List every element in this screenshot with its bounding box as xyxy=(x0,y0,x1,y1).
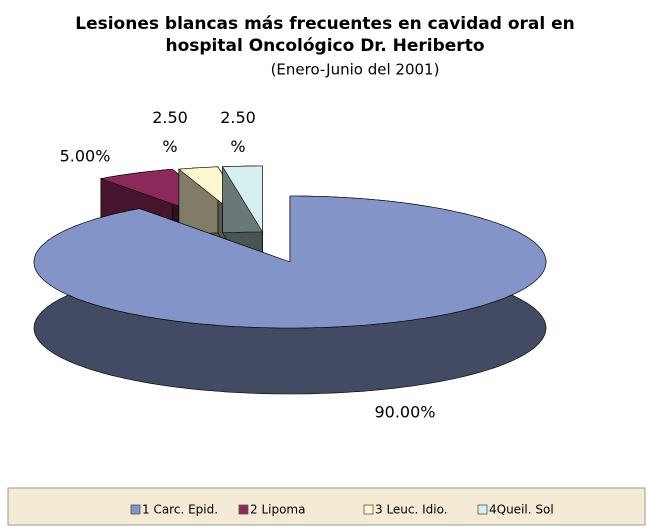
chart-title: Lesiones blancas más frecuentes en cavid… xyxy=(75,14,575,34)
data-label: 2.50% xyxy=(220,108,256,156)
legend-swatch xyxy=(238,504,249,515)
slice xyxy=(33,195,547,395)
legend-swatch xyxy=(477,504,488,515)
legend-swatch xyxy=(130,504,141,515)
data-label: 2.50% xyxy=(152,108,188,156)
slice-top xyxy=(222,165,263,234)
data-label-part: 2.50 xyxy=(220,108,256,127)
legend-box xyxy=(7,487,646,526)
data-label-part: 2.50 xyxy=(152,108,188,127)
legend-swatch xyxy=(363,504,374,515)
data-label: 90.00% xyxy=(374,403,435,422)
data-label: 5.00% xyxy=(60,147,111,166)
legend-label: 3 Leuc. Idio. xyxy=(375,503,448,517)
legend-label: 1 Carc. Epid. xyxy=(142,503,218,517)
chart-subtitle: (Enero-Junio del 2001) xyxy=(271,61,440,79)
slice-top xyxy=(33,195,547,329)
data-label-part: % xyxy=(162,137,177,156)
data-label-part: % xyxy=(230,137,245,156)
legend-label: 4Queil. Sol xyxy=(489,503,554,517)
legend-label: 2 Lipoma xyxy=(250,503,305,517)
chart-title: hospital Oncológico Dr. Heriberto xyxy=(165,36,484,56)
